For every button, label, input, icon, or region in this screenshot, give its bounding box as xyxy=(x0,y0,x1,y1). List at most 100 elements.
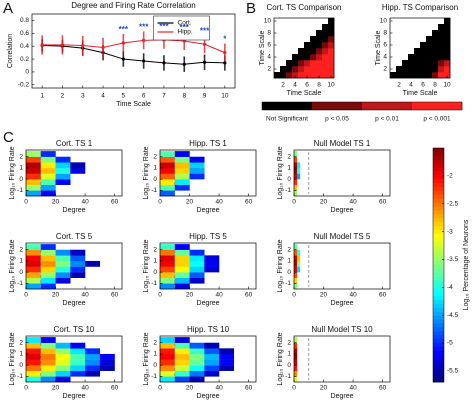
y-tick-label: 1 xyxy=(287,258,291,265)
heatmap-cell xyxy=(160,190,175,197)
heatmap-cell xyxy=(296,167,301,174)
heatmap-cell xyxy=(294,353,298,360)
plot-frame xyxy=(293,149,391,197)
y-tick-label: -1 xyxy=(151,280,157,287)
x-tick-label: 0 xyxy=(24,199,28,206)
heatmap-cell xyxy=(85,353,101,360)
y-axis-label: Time Scale xyxy=(259,31,266,66)
y-tick-label: 2 xyxy=(153,246,157,253)
matrix-cell xyxy=(426,48,433,55)
heatmap-cell xyxy=(204,353,220,360)
heatmap-cell xyxy=(70,370,86,377)
y-tick-label: -1 xyxy=(17,187,23,194)
y-tick-label: 0 xyxy=(287,362,291,369)
heatmap-cell xyxy=(160,359,175,366)
colorbar-tick-label: -5.5 xyxy=(447,368,459,375)
colorbar-segment xyxy=(433,307,444,313)
colorbar-segment xyxy=(433,179,444,184)
x-tick-label: 40 xyxy=(349,199,357,206)
heatmap-cell xyxy=(40,156,56,163)
y-tick-label: 8 xyxy=(383,30,387,37)
heatmap-cell xyxy=(174,173,190,180)
matrix-cell xyxy=(310,72,317,79)
matrix-cell xyxy=(316,36,323,43)
x-axis-label: Degree xyxy=(197,393,220,400)
x-tick-label: 20 xyxy=(320,292,328,299)
heatmap-cell xyxy=(204,348,220,355)
heatmap-cell xyxy=(26,151,41,157)
matrix-cell xyxy=(432,30,439,37)
heatmap-cell xyxy=(294,244,298,250)
x-axis-label: Time Scale xyxy=(287,90,322,97)
heatmap-cell xyxy=(40,173,56,180)
heatmap-cell xyxy=(189,156,205,163)
heatmap-cell xyxy=(174,266,190,273)
x-tick-label: 60 xyxy=(245,385,253,392)
colorbar-segment xyxy=(433,159,444,164)
heatmap-cell xyxy=(174,151,190,157)
colorbar-segment xyxy=(433,331,444,336)
colorbar-tick-label: -2 xyxy=(447,173,453,180)
heatmap-cell xyxy=(70,353,86,360)
heatmap-cell xyxy=(294,342,298,349)
matrix-cell xyxy=(298,54,305,61)
colorbar-segment xyxy=(433,272,444,278)
heatmap-cell xyxy=(296,255,301,262)
x-tick-label: 20 xyxy=(320,385,328,392)
matrix-cell xyxy=(310,66,317,73)
matrix-cell xyxy=(304,48,311,55)
x-tick-label: 40 xyxy=(81,385,89,392)
x-tick-label: 0 xyxy=(158,199,162,206)
matrix-cell xyxy=(438,24,445,31)
legend-label: p < 0.001 xyxy=(423,116,451,123)
matrix-cell xyxy=(432,66,439,73)
heatmap-cell xyxy=(55,156,71,163)
heatmap-cell xyxy=(55,266,71,273)
x-tick-label: 20 xyxy=(186,292,194,299)
heatmap-cell xyxy=(26,348,41,355)
heatmap-cell xyxy=(160,249,175,256)
y-tick-label: 1 xyxy=(287,165,291,172)
colorbar-segment xyxy=(433,155,444,161)
plot-frame xyxy=(25,149,123,197)
matrix-cell xyxy=(396,66,403,73)
matrix-cell xyxy=(322,30,329,37)
matrix-cell xyxy=(444,36,451,43)
x-tick-label: 60 xyxy=(111,385,119,392)
y-axis-label: Log₁₀ Firing Rate xyxy=(277,332,284,385)
heatmap-cell xyxy=(55,359,71,366)
colorbar-segment xyxy=(433,257,444,262)
heatmap-cell xyxy=(40,184,56,191)
matrix-cell xyxy=(426,66,433,73)
y-tick-label: -1 xyxy=(17,373,23,380)
matrix-cell xyxy=(414,54,421,61)
heatmap-cell xyxy=(70,255,86,262)
y-axis-label: Correlation xyxy=(7,34,14,68)
heatmap-cell xyxy=(174,348,190,355)
heatmap-cell xyxy=(174,249,190,256)
plot-frame xyxy=(389,17,451,79)
matrix-cell xyxy=(328,24,335,31)
y-tick-label: 0 xyxy=(19,176,23,183)
colorbar-tick-label: -2.5 xyxy=(447,200,459,207)
x-tick-label: 9 xyxy=(203,93,207,100)
matrix-cell xyxy=(438,54,445,61)
heatmap-cell xyxy=(99,353,115,360)
heatmap-cell xyxy=(174,376,190,383)
colorbar-segment xyxy=(433,311,444,317)
matrix-cell xyxy=(322,54,329,61)
colorbar-segment xyxy=(433,288,444,293)
y-tick-label: 0 xyxy=(287,176,291,183)
x-axis-label: Degree xyxy=(63,300,86,307)
colorbar-segment xyxy=(433,218,444,223)
heatmap-cell xyxy=(70,359,86,366)
matrix-cell xyxy=(414,72,421,79)
x-axis-label: Time Scale xyxy=(116,101,151,108)
heatmap-cell xyxy=(70,365,86,371)
matrix-cell xyxy=(310,42,317,49)
heatmap-cell xyxy=(294,260,298,267)
colorbar-segment xyxy=(433,206,444,211)
colorbar-segment xyxy=(433,335,444,340)
x-tick-label: 8 xyxy=(182,93,186,100)
